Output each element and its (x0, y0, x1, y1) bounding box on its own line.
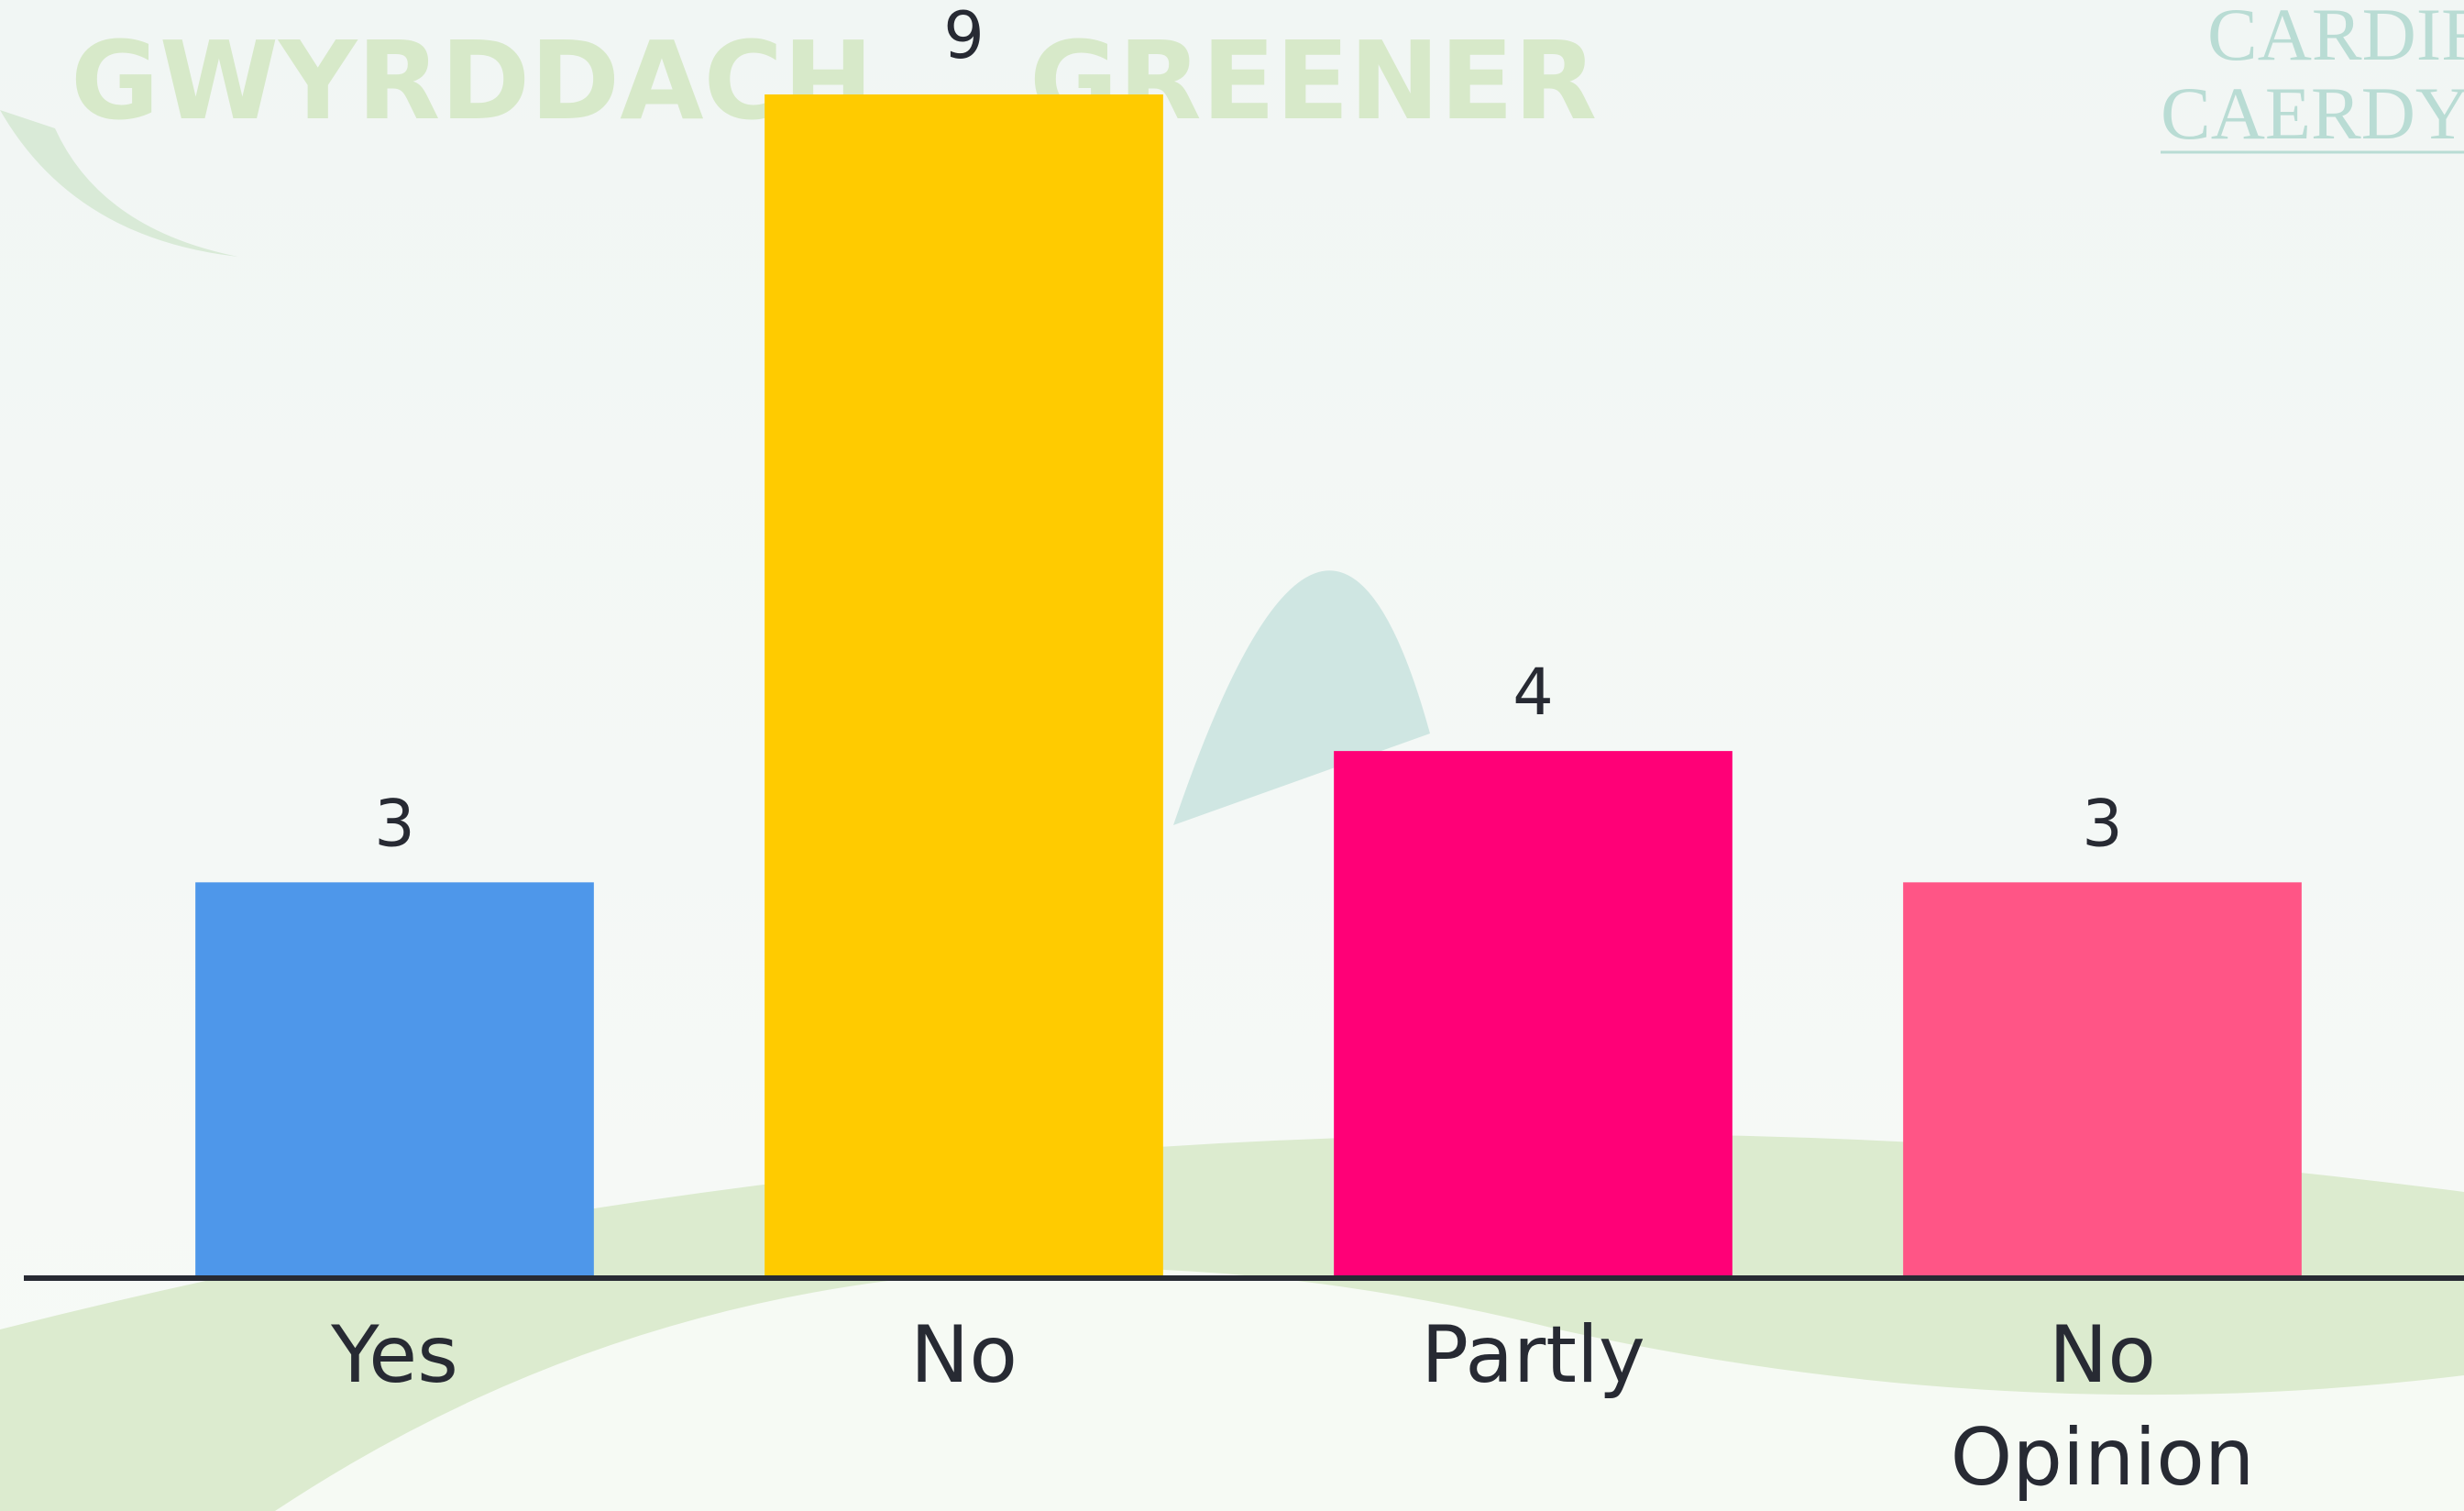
chart: GWYRDDACH GREENER CARDIFF CAERDYDD 3943 (0, 0, 2464, 1511)
bar (1903, 882, 2302, 1276)
bar (764, 94, 1163, 1276)
bar (195, 882, 594, 1276)
bar (1334, 751, 1732, 1276)
watermark: CAERDYDD (2161, 72, 2464, 155)
x-tick-label: Yes (203, 1304, 588, 1406)
value-label: 3 (374, 786, 415, 861)
watermark: GWYRDDACH (71, 17, 874, 144)
x-tick-label: Partly (1341, 1304, 1726, 1406)
x-tick-label: No Opinion (1910, 1304, 2295, 1509)
page: GWYRDDACH GREENER CARDIFF CAERDYDD 3943 … (0, 0, 2464, 1511)
value-label: 9 (943, 0, 984, 73)
watermark: CARDIFF (2207, 0, 2464, 76)
x-tick-label: No (772, 1304, 1157, 1406)
value-label: 3 (2082, 786, 2123, 861)
value-label: 4 (1512, 655, 1554, 730)
